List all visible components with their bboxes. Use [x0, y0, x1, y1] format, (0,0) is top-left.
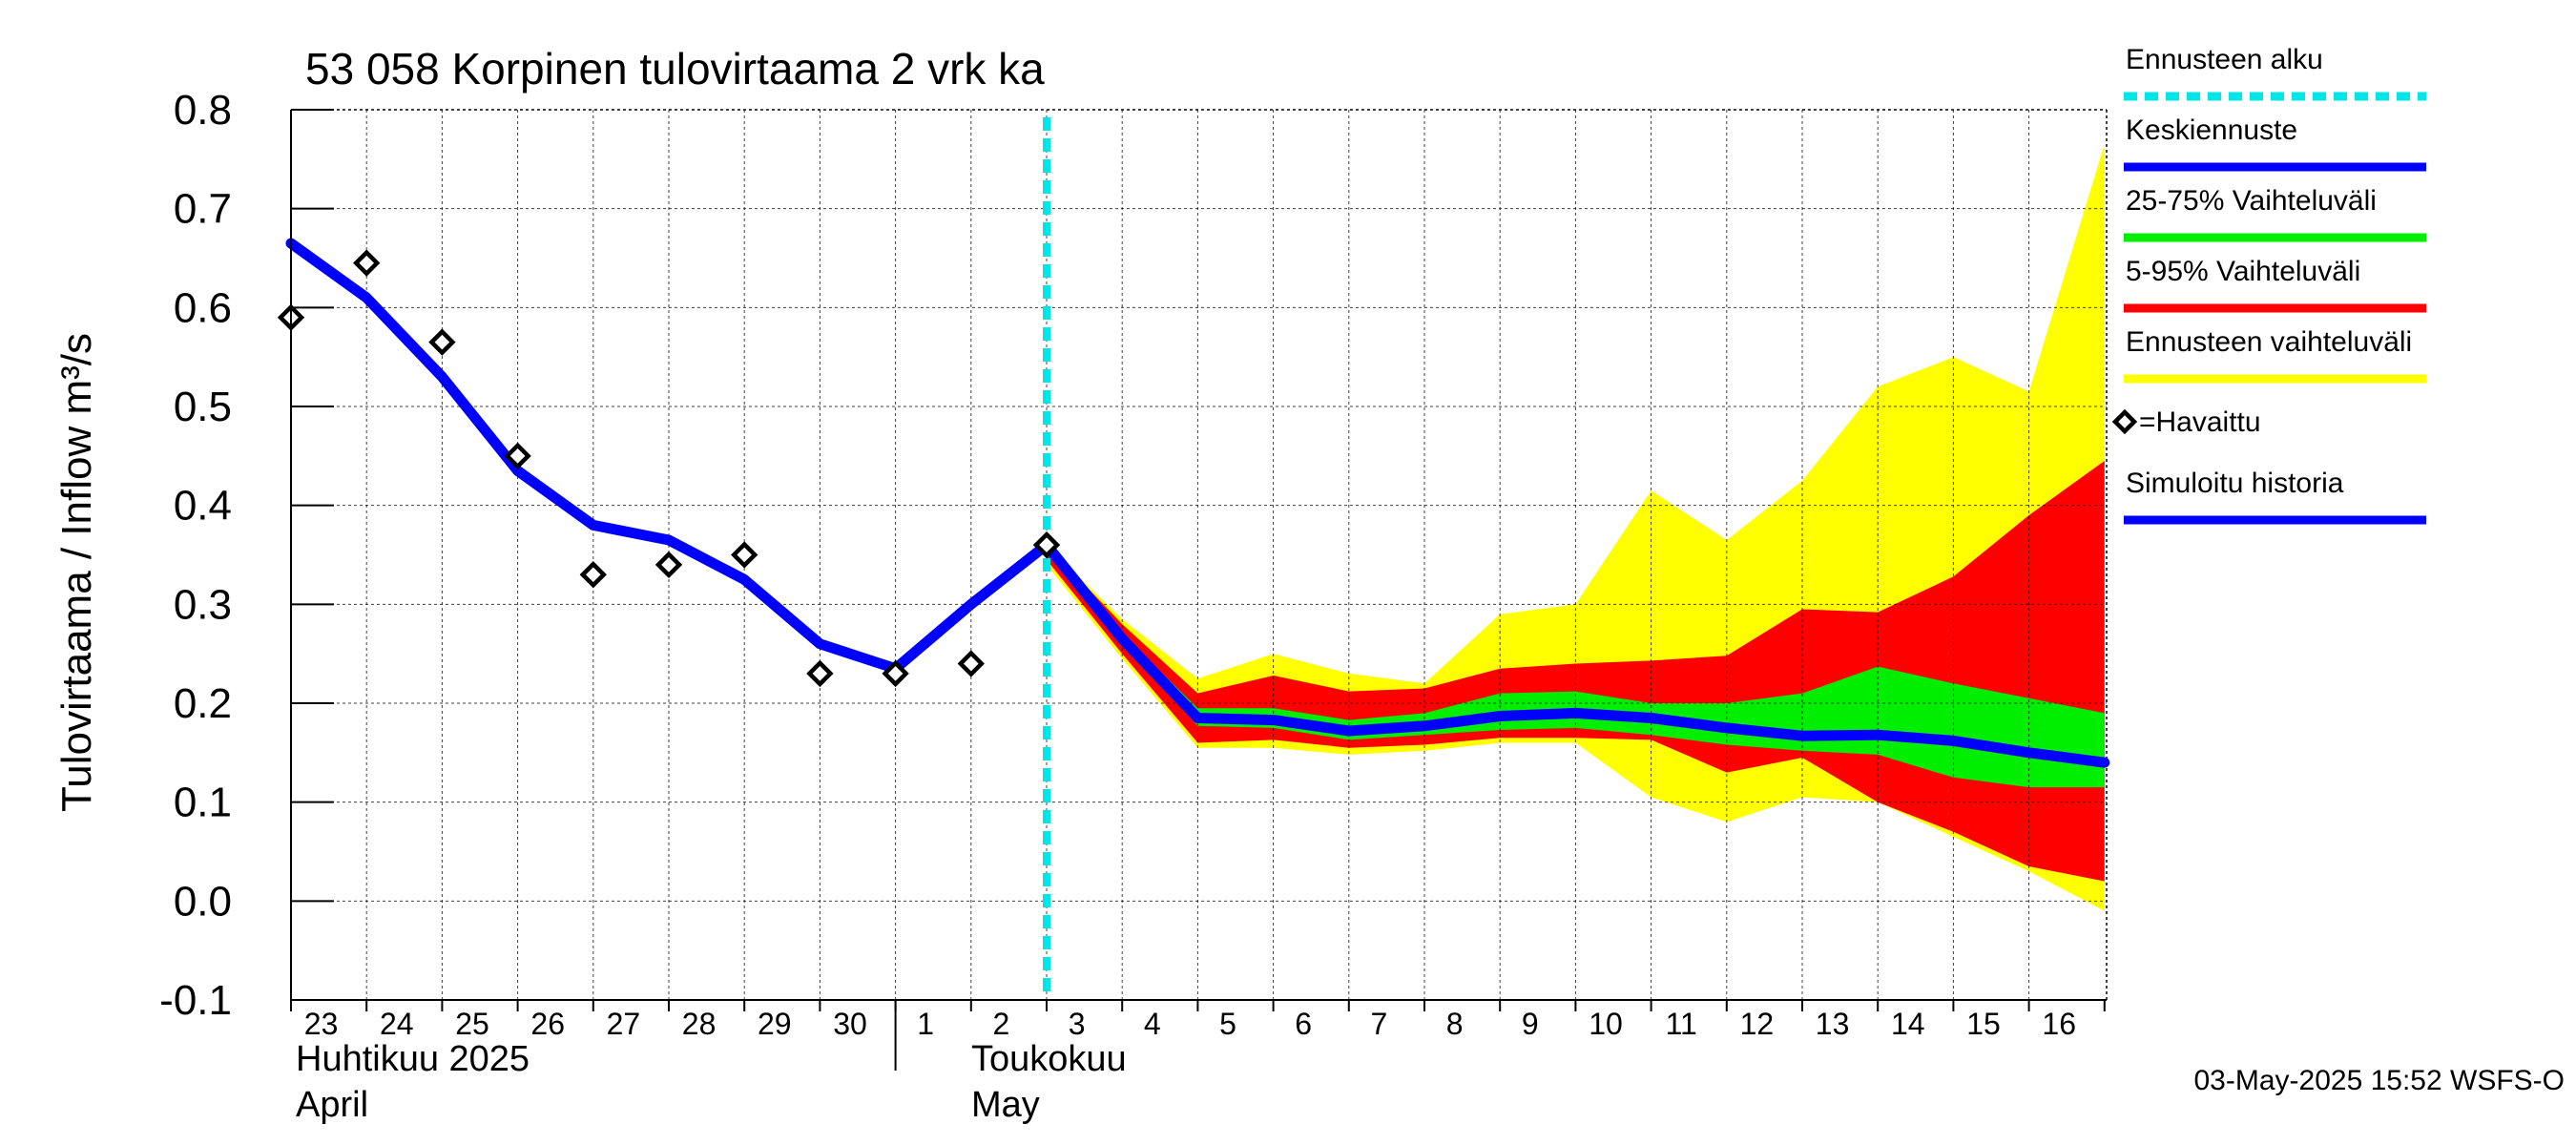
series-line-simuloitu-historia — [285, 238, 1052, 675]
y-tick-label: 0.6 — [174, 284, 232, 331]
observed-point — [353, 249, 381, 277]
x-tick-label: 9 — [1522, 1007, 1539, 1041]
y-axis-label: Tulovirtaama / Inflow m³/s — [53, 333, 100, 812]
observed-point — [579, 561, 607, 589]
observed-point — [1032, 531, 1061, 559]
observed-point — [882, 659, 909, 688]
month-label-april-fi: Huhtikuu 2025 — [296, 1039, 530, 1079]
observed-point — [654, 551, 683, 579]
series-lines — [285, 117, 2110, 1000]
x-tick-label: 7 — [1371, 1007, 1388, 1041]
x-tick-label: 13 — [1816, 1007, 1850, 1041]
x-tick-label: 4 — [1144, 1007, 1161, 1041]
month-label-may-fi: Toukokuu — [971, 1039, 1127, 1079]
x-tick-label: 26 — [530, 1007, 565, 1041]
legend-label: Ennusteen vaihteluväli — [2126, 326, 2412, 358]
x-tick-label: 29 — [758, 1007, 792, 1041]
timestamp: 03-May-2025 15:52 WSFS-O — [2194, 1065, 2566, 1096]
y-tick-label: -0.1 — [159, 977, 232, 1024]
y-tick-label: 0.8 — [174, 87, 232, 134]
legend: Ennusteen alku Keskiennuste 25-75% Vaihtel… — [2111, 44, 2426, 525]
legend-marker-observed — [2111, 408, 2138, 435]
x-tick-label: 6 — [1295, 1007, 1312, 1041]
legend-label: =Havaittu — [2139, 406, 2261, 438]
observed-point — [731, 541, 758, 569]
x-tick-label: 30 — [833, 1007, 867, 1041]
x-tick-label: 15 — [1966, 1007, 2001, 1041]
y-tick-label: 0.2 — [174, 680, 232, 727]
x-tick-label: 2 — [993, 1007, 1010, 1041]
axes: -0.10.00.10.20.30.40.50.60.70.823 24 25 26 2… — [159, 87, 2107, 1071]
legend-label: 5-95% Vaihteluväli — [2126, 256, 2360, 287]
x-tick-label: 11 — [1666, 1007, 1697, 1041]
y-tick-label: 0.5 — [174, 384, 232, 430]
x-tick-label: 27 — [607, 1007, 641, 1041]
observed-point — [957, 650, 985, 677]
x-tick-label: 12 — [1740, 1007, 1775, 1041]
y-tick-label: 0.0 — [174, 878, 232, 925]
x-tick-label: 16 — [2042, 1007, 2076, 1041]
chart-title: 53 058 Korpinen tulovirtaama 2 vrk ka — [305, 44, 1045, 94]
x-tick-label: 8 — [1446, 1007, 1464, 1041]
observed-point — [504, 442, 531, 470]
legend-label: Keskiennuste — [2126, 114, 2297, 146]
observed-point — [428, 328, 456, 356]
observed-point — [806, 659, 834, 688]
x-tick-label: 1 — [917, 1007, 934, 1041]
month-label-april-en: April — [296, 1085, 368, 1125]
legend-label: 25-75% Vaihteluväli — [2126, 185, 2377, 217]
x-tick-label: 5 — [1219, 1007, 1236, 1041]
y-tick-label: 0.4 — [174, 483, 232, 530]
legend-label: Ennusteen alku — [2126, 44, 2323, 75]
legend-label: Simuloitu historia — [2126, 468, 2344, 499]
x-tick-label: 25 — [455, 1007, 489, 1041]
x-tick-label: 23 — [304, 1007, 339, 1041]
x-tick-label: 10 — [1589, 1007, 1623, 1041]
y-tick-label: 0.7 — [174, 186, 232, 233]
grid — [291, 109, 2108, 1000]
x-tick-label: 28 — [682, 1007, 717, 1041]
y-tick-label: 0.3 — [174, 581, 232, 628]
month-label-may-en: May — [971, 1085, 1040, 1125]
series-line-keskiennuste — [1041, 539, 2110, 768]
y-tick-label: 0.1 — [174, 780, 232, 826]
x-tick-label: 3 — [1069, 1007, 1086, 1041]
x-tick-label: 24 — [380, 1007, 414, 1041]
x-tick-label: 14 — [1891, 1007, 1925, 1041]
observed-points — [277, 249, 1061, 688]
